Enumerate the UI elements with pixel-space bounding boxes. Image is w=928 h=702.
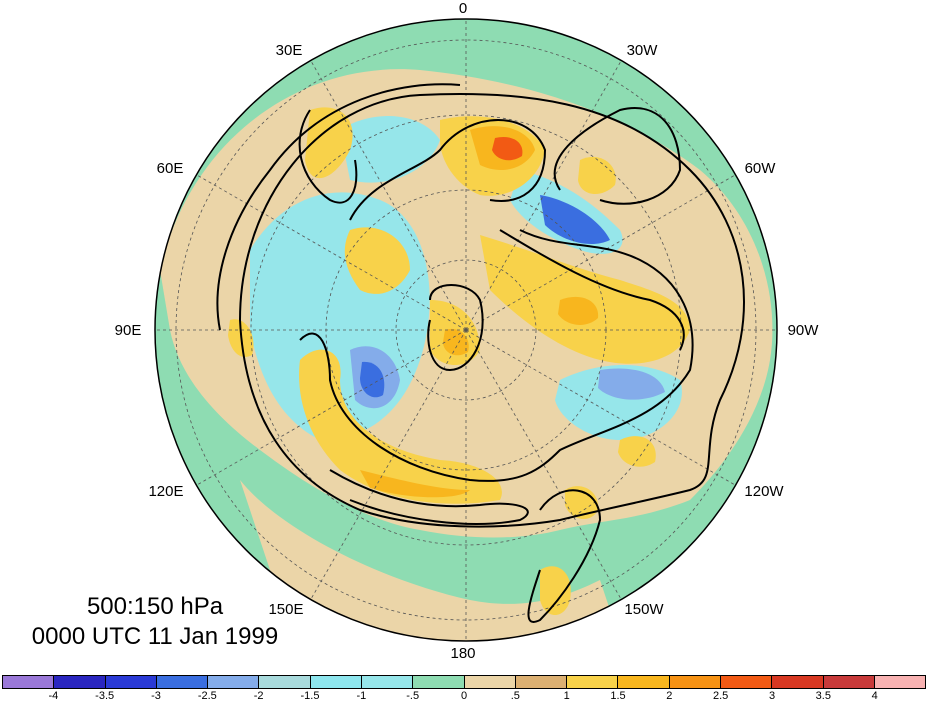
anomaly-strong-positive — [618, 436, 656, 467]
lon-label: 30W — [627, 42, 659, 59]
lon-label: 30E — [276, 42, 303, 59]
lon-label: 90E — [115, 322, 142, 339]
colorbar-swatch — [823, 676, 875, 688]
anomaly-max — [360, 470, 470, 498]
colorbar-swatch — [208, 676, 260, 688]
colorbar-swatch — [310, 676, 362, 688]
anomaly-strong-negative — [540, 195, 610, 245]
anomaly-strong-positive — [344, 227, 410, 294]
anomaly-max — [443, 328, 469, 356]
anomaly-strong-positive — [299, 349, 502, 504]
anomaly-max — [492, 136, 523, 161]
lon-label: 0 — [459, 0, 467, 17]
graticule — [155, 19, 777, 641]
valid-time-caption: 0000 UTC 11 Jan 1999 — [31, 623, 279, 650]
colorbar-tick-label: 2.5 — [713, 690, 729, 702]
pressure-level-caption: 500:150 hPa — [86, 593, 224, 620]
lon-label: 60E — [157, 160, 184, 177]
colorbar-swatch — [515, 676, 568, 688]
colorbar-tick-label: -.5 — [406, 690, 420, 702]
colorbar-tick-label: .5 — [510, 690, 520, 702]
anomaly-strong-negative — [360, 361, 385, 398]
lon-label: 150W — [624, 601, 664, 618]
anomaly-max — [558, 296, 599, 325]
colorbar-labels: -4 -3.5 -3 -2.5 -2 -1.5 -1 -.5 0 .5 1 1.5 2 2.5 3 3.5 4 — [2, 690, 926, 702]
colorbar-swatch — [413, 676, 465, 688]
colorbar-swatch — [874, 676, 926, 688]
colorbar — [2, 675, 926, 689]
lon-label: 90W — [788, 322, 820, 339]
colorbar-tick-label: -1.5 — [300, 690, 320, 702]
colorbar-tick-label: 1 — [563, 690, 570, 702]
colorbar-swatch — [156, 676, 209, 688]
colorbar-swatch — [669, 676, 721, 688]
contour-lines — [216, 83, 745, 623]
anomaly-strong-positive — [565, 486, 599, 520]
colorbar-swatch — [54, 676, 106, 688]
colorbar-swatch — [3, 676, 55, 688]
anomaly-strong-positive — [578, 156, 616, 195]
colorbar-swatch — [618, 676, 670, 688]
anomaly-strong-positive — [540, 566, 571, 615]
colorbar-swatch — [464, 676, 516, 688]
lon-label: 120W — [744, 483, 784, 500]
map-boundary — [154, 18, 778, 642]
colorbar-tick-label: -2.5 — [197, 690, 217, 702]
colorbar-tick-label: -3.5 — [95, 690, 115, 702]
colorbar-tick-label: 0 — [460, 690, 468, 702]
colorbar-swatch — [105, 676, 157, 688]
lon-label: 120E — [148, 483, 183, 500]
lon-label: 150E — [268, 601, 303, 618]
anomaly-strong-positive — [305, 107, 353, 179]
anomaly-strong-negative — [598, 368, 665, 400]
colorbar-tick-label: -3 — [151, 690, 161, 702]
colorbar-swatch — [361, 676, 414, 688]
colorbar-tick-label: -4 — [48, 690, 59, 702]
colorbar-tick-label: 3 — [768, 690, 776, 702]
colorbar-swatch — [720, 676, 773, 688]
colorbar-tick-label: 3.5 — [815, 690, 831, 702]
colorbar-swatch — [772, 676, 824, 688]
colorbar-tick-label: -2 — [253, 690, 264, 702]
lon-label: 180 — [450, 645, 475, 662]
colorbar-tick-label: 1.5 — [610, 690, 626, 702]
colorbar-swatch — [259, 676, 311, 688]
colorbar-swatch — [567, 676, 619, 688]
colorbar-tick-label: 2 — [666, 690, 673, 702]
lon-label: 60W — [745, 160, 777, 177]
colorbar-tick-label: 4 — [871, 690, 878, 702]
colorbar-tick-label: -1 — [356, 690, 367, 702]
